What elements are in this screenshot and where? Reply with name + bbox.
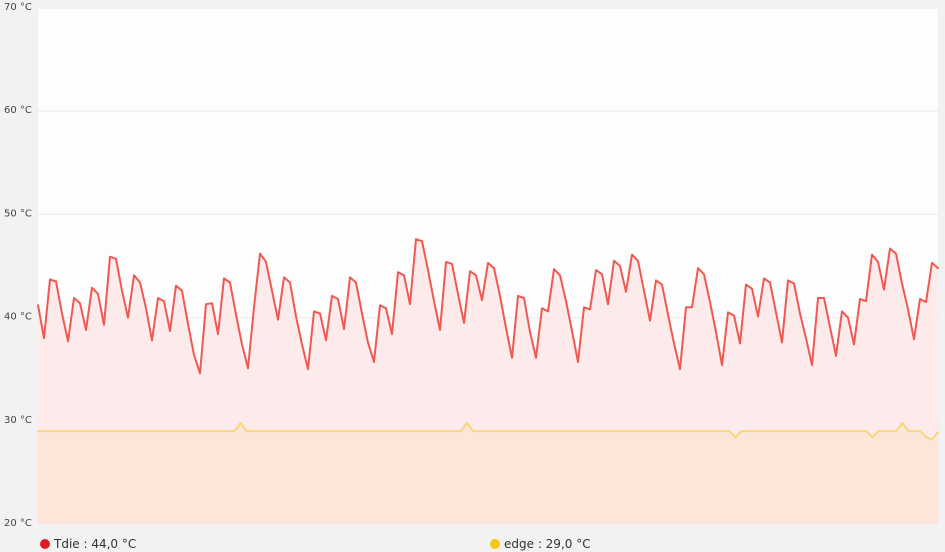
y-tick-label-60: 60 °C	[4, 105, 32, 116]
y-tick-label-70: 70 °C	[4, 2, 32, 13]
y-tick-label-50: 50 °C	[4, 208, 32, 219]
y-tick-label-20: 20 °C	[4, 518, 32, 529]
legend-item-edge[interactable]: edge : 29,0 °C	[490, 536, 591, 552]
y-tick-label-40: 40 °C	[4, 312, 32, 323]
chart-plot-area: 70 °C 60 °C 50 °C 40 °C 30 °C 20 °C	[4, 2, 939, 529]
legend-label-edge: edge : 29,0 °C	[504, 537, 591, 551]
legend-marker-edge	[490, 539, 500, 549]
series-area-edge	[38, 422, 938, 524]
y-tick-label-30: 30 °C	[4, 415, 32, 426]
legend-item-tdie[interactable]: Tdie : 44,0 °C	[40, 536, 136, 552]
series-line-edge	[37, 421, 939, 441]
series-line-tdie	[37, 238, 939, 375]
legend-label-tdie: Tdie : 44,0 °C	[54, 537, 137, 551]
legend-marker-tdie	[40, 539, 50, 549]
